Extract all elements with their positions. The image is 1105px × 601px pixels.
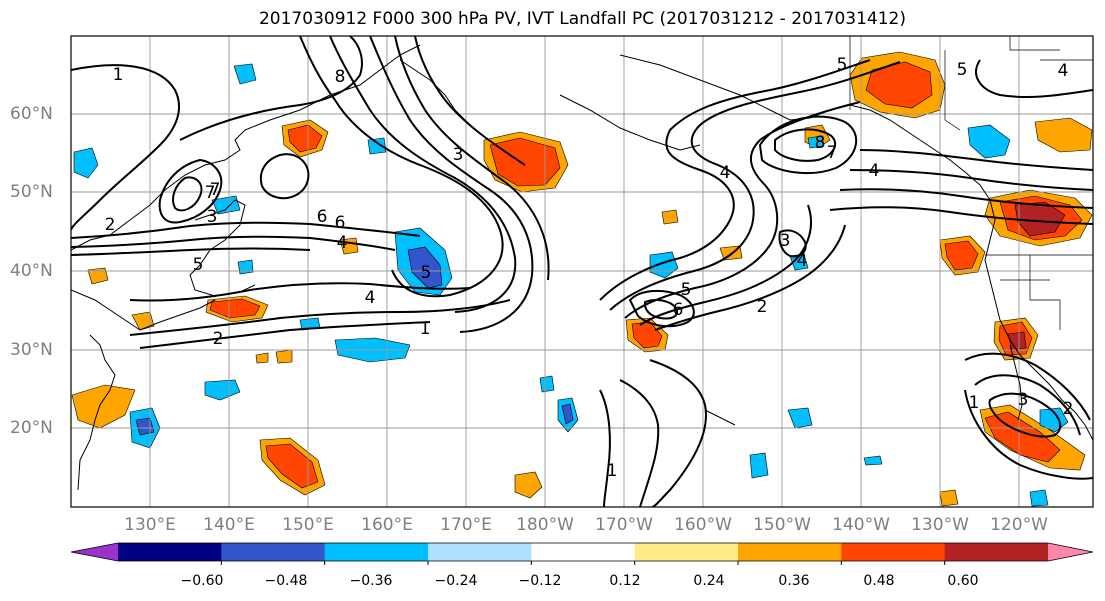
- contour-label-7: 7: [205, 183, 216, 203]
- colorbar-segment: [324, 543, 429, 561]
- pv-negative-anomalies: [73, 63, 1069, 507]
- map-panel: 1 2 3 4 5 6 7 8 1 2 3 4 5 6 7 4 5 4 1 1 …: [71, 36, 1093, 507]
- colorbar-tick-label: −0.60: [180, 573, 224, 589]
- lat-label-40n: 40°N: [10, 261, 53, 281]
- map-frame: [70, 35, 1094, 508]
- colorbar-tick-label: −0.48: [264, 573, 308, 589]
- contour-labels: 1 2 3 4 5 6 7 8 1 2 3 4 5 6 7 4 5 4 1 1 …: [105, 55, 1074, 481]
- lon-label-170e: 170°E: [440, 515, 492, 535]
- contour-label-16: 4: [720, 163, 731, 183]
- contour-label-25: 6: [673, 300, 684, 320]
- lon-label-120w: 120°W: [990, 515, 1048, 535]
- colorbar-outline: [70, 542, 1094, 562]
- contour-label-1: 1: [113, 65, 124, 85]
- colorbar-tick-label: 0.60: [947, 573, 979, 589]
- lon-label-180w: 180°W: [516, 515, 574, 535]
- contour-label-19: 1: [607, 461, 618, 481]
- lon-label-150w: 150°W: [753, 515, 811, 535]
- contour-label-14: 6: [317, 207, 328, 227]
- contour-label-27: 8: [815, 133, 826, 153]
- lat-label-50n: 50°N: [10, 182, 53, 202]
- colorbar-segment: [118, 543, 222, 561]
- contour-label-6: 6: [335, 213, 346, 233]
- contour-label-11: 3: [453, 145, 464, 165]
- lat-label-60n: 60°N: [10, 104, 53, 124]
- map-title: 2017030912 F000 300 hPa PV, IVT Landfall…: [258, 9, 906, 29]
- political-boundaries: [849, 36, 1093, 330]
- colorbar-segment: [428, 543, 532, 561]
- contour-label-17: 5: [681, 280, 692, 300]
- colorbar-segment: [634, 543, 739, 561]
- contour-label-28: 2: [757, 297, 768, 317]
- colorbar-tick-label: 0.12: [609, 573, 641, 589]
- contour-label-24: 5: [957, 60, 968, 80]
- colorbar-extend-min: [71, 543, 118, 561]
- lon-label-140w: 140°W: [832, 515, 890, 535]
- colorbar-tick-label: 0.48: [863, 573, 895, 589]
- contour-label-31: 5: [837, 55, 848, 75]
- contour-label-30: 4: [1058, 61, 1069, 81]
- lon-label-130e: 130°E: [124, 515, 176, 535]
- contour-label-29: 3: [780, 231, 791, 251]
- contour-label-20: 1: [969, 393, 980, 413]
- contour-label-10: 2: [213, 329, 224, 349]
- lat-label-20n: 20°N: [10, 418, 53, 438]
- contour-label-12: 4: [365, 288, 376, 308]
- contour-label-18: 4: [797, 251, 808, 271]
- lon-label-150e: 150°E: [282, 515, 334, 535]
- colorbar-extend-max: [1048, 543, 1093, 561]
- contour-label-3: 3: [207, 207, 218, 227]
- lon-label-140e: 140°E: [203, 515, 255, 535]
- contour-label-26: 7: [827, 143, 838, 163]
- colorbar-tick-label: 0.36: [778, 573, 810, 589]
- contour-label-8: 8: [335, 67, 346, 87]
- contour-label-2: 2: [105, 215, 116, 235]
- colorbar-tick-label: 0.24: [693, 573, 725, 589]
- contour-label-22: 3: [1018, 390, 1029, 410]
- colorbar-segment: [531, 543, 636, 561]
- colorbar: [70, 542, 1094, 565]
- contour-label-4: 4: [337, 233, 348, 253]
- lat-label-30n: 30°N: [10, 340, 53, 360]
- colorbar-segment: [221, 543, 326, 561]
- colorbar-segment: [841, 543, 946, 561]
- lon-label-130w: 130°W: [911, 515, 969, 535]
- colorbar-tick-label: −0.12: [518, 573, 562, 589]
- colorbar-tick-label: −0.24: [434, 573, 478, 589]
- contour-label-9: 1: [420, 319, 431, 339]
- pv-contours: [71, 36, 1093, 507]
- contour-label-13: 5: [421, 263, 432, 283]
- lon-label-170w: 170°W: [595, 515, 653, 535]
- lon-label-160w: 160°W: [674, 515, 732, 535]
- colorbar-segment: [738, 543, 842, 561]
- contour-label-21: 2: [1063, 399, 1074, 419]
- contour-label-5: 5: [193, 255, 204, 275]
- contour-label-23: 4: [869, 161, 880, 181]
- lon-label-160e: 160°E: [361, 515, 413, 535]
- colorbar-tick-label: −0.36: [349, 573, 393, 589]
- contour-label-15: 7: [210, 180, 221, 200]
- colorbar-segment: [944, 543, 1049, 561]
